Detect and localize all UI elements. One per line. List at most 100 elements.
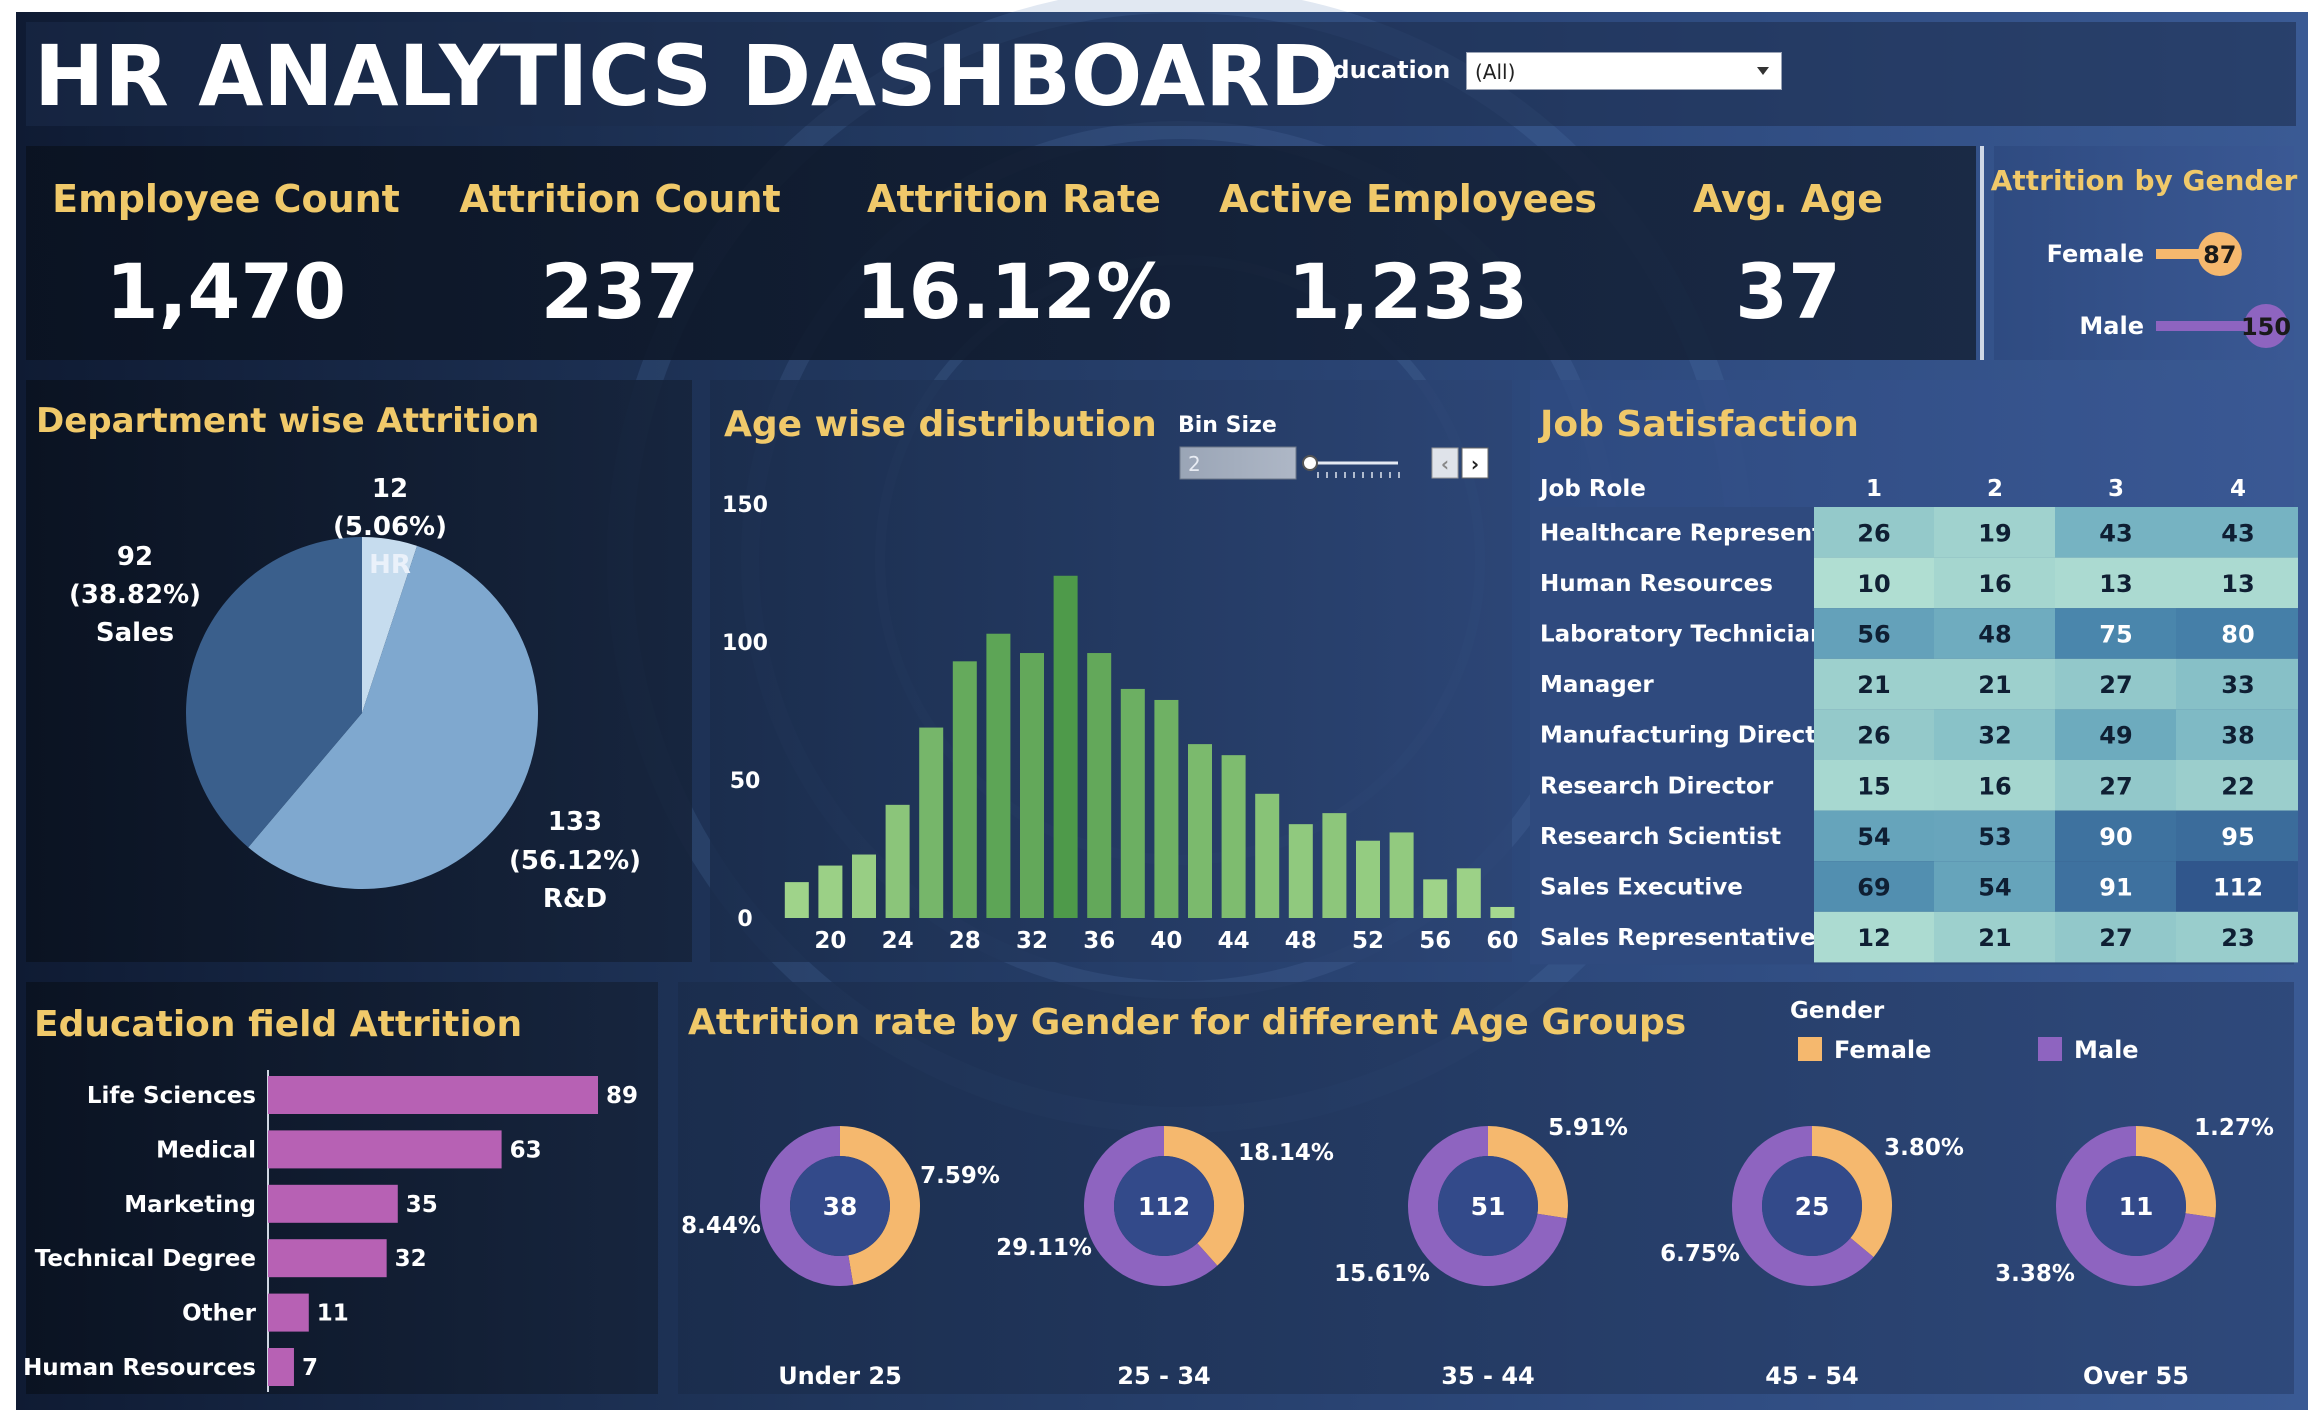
table-cell-value: 53	[1978, 823, 2011, 851]
table-cell-value: 48	[1978, 621, 2011, 649]
table-cell-value: 95	[2221, 823, 2254, 851]
table-cell	[2176, 709, 2298, 760]
y-tick-label: 0	[737, 907, 752, 932]
bin-next-button[interactable]	[1461, 447, 1489, 479]
pie-slice-rd	[248, 545, 538, 889]
edu-value-label: 35	[406, 1192, 438, 1218]
table-cell-value: 21	[1857, 671, 1890, 699]
gender-title: Attrition by Gender	[1991, 164, 2298, 197]
kpi-label: Attrition Rate	[867, 177, 1161, 221]
kpi-value: 37	[1735, 247, 1841, 336]
edu-category-label: Life Sciences	[87, 1083, 256, 1109]
kpi-label: Active Employees	[1219, 177, 1597, 221]
edu-value-label: 89	[606, 1083, 638, 1109]
donut-group-label: 45 - 54	[1765, 1362, 1858, 1390]
donut-female-arc	[1487, 1126, 1568, 1219]
age-bar	[1221, 755, 1246, 918]
age-bar	[919, 727, 944, 918]
education-title: Education field Attrition	[34, 1004, 522, 1045]
edu-category-label: Marketing	[124, 1192, 256, 1218]
table-cell	[2055, 507, 2176, 558]
table-cell-value: 26	[1857, 519, 1890, 547]
x-tick-label: 32	[1016, 928, 1048, 954]
table-cell-value: 91	[2099, 874, 2132, 902]
table-row-label: Research Scientist	[1540, 824, 1781, 850]
table-row-label: Sales Representative	[1540, 925, 1816, 951]
table-cell	[1814, 810, 1934, 862]
job-title: Job Satisfaction	[1537, 404, 1859, 445]
table-cell	[1814, 861, 1934, 912]
gender-label: Female	[2047, 240, 2144, 268]
kpi-label: Avg. Age	[1693, 177, 1883, 221]
bin-prev-button[interactable]	[1431, 447, 1459, 479]
table-cell-value: 19	[1978, 519, 2011, 547]
edu-value-label: 32	[395, 1246, 427, 1272]
x-tick-label: 28	[949, 928, 981, 954]
donut-male-arc	[1732, 1126, 1874, 1286]
x-tick-label: 56	[1419, 928, 1451, 954]
table-row-label: Human Resources	[1540, 571, 1773, 597]
legend-title: Gender	[1790, 998, 1885, 1024]
table-cell	[1934, 911, 2055, 963]
table-cell-value: 54	[1857, 823, 1890, 851]
kpi-value: 1,470	[106, 247, 346, 336]
age-bar	[784, 882, 809, 918]
table-header-cell: 3	[2108, 476, 2124, 502]
y-tick-label: 150	[722, 493, 768, 518]
table-cell	[2176, 861, 2298, 912]
legend-male-label: Male	[2074, 1036, 2139, 1064]
age-bar	[1020, 653, 1044, 918]
bin-size-label: Bin Size	[1178, 413, 1277, 438]
age-bar	[1188, 744, 1212, 918]
table-cell-value: 80	[2221, 621, 2254, 649]
table-header-cell: 2	[1987, 476, 2003, 502]
table-cell	[2176, 760, 2298, 811]
donut-female-arc	[2135, 1126, 2216, 1218]
pie-slice-hr	[362, 537, 418, 713]
donut-total: 112	[1138, 1192, 1190, 1221]
x-tick-label: 24	[882, 928, 914, 954]
table-cell	[1814, 557, 1934, 609]
donut-female-label: 3.80%	[1884, 1135, 1964, 1161]
donut-center	[790, 1156, 890, 1256]
table-cell-value: 49	[2099, 722, 2132, 750]
donut-group-label: 25 - 34	[1117, 1362, 1210, 1390]
table-cell	[1814, 507, 1934, 558]
table-cell	[1934, 810, 2055, 862]
x-tick-label: 60	[1486, 928, 1518, 954]
age-bar	[1288, 824, 1313, 918]
pie-label-value: 92	[117, 542, 153, 572]
age-bar	[1322, 813, 1347, 918]
age-bar	[1154, 699, 1179, 918]
age-bar	[1456, 868, 1481, 918]
donut-male-arc	[1084, 1126, 1218, 1286]
education-filter[interactable]: (All)	[1466, 52, 1782, 90]
table-cell-value: 27	[2099, 671, 2132, 699]
table-cell	[1934, 557, 2055, 609]
table-cell	[1814, 709, 1934, 760]
donut-male-label: 8.44%	[681, 1213, 761, 1239]
table-header-cell: Job Role	[1538, 476, 1646, 502]
kpi-value: 16.12%	[856, 247, 1173, 336]
x-tick-label: 52	[1352, 928, 1384, 954]
education-filter-label: Education	[1316, 56, 1451, 84]
gender-value: 150	[2241, 313, 2291, 341]
table-cell-value: 15	[1857, 772, 1890, 800]
table-cell-value: 23	[2221, 924, 2254, 952]
table-cell-value: 26	[1857, 722, 1890, 750]
age-bar	[818, 865, 843, 918]
table-cell	[2055, 861, 2176, 912]
table-cell	[2176, 658, 2298, 710]
table-cell	[1934, 760, 2055, 811]
kpi-label: Employee Count	[52, 177, 400, 221]
x-tick-label: 36	[1083, 928, 1115, 954]
edu-value-label: 7	[302, 1355, 318, 1381]
page-title: HR ANALYTICS DASHBOARD	[34, 27, 1339, 125]
pie-slice-sales	[186, 537, 362, 848]
table-row-label: Manufacturing Director	[1540, 723, 1844, 749]
bin-size-handle[interactable]	[1302, 455, 1318, 471]
table-cell-value: 12	[1857, 924, 1890, 952]
table-cell-value: 33	[2221, 671, 2254, 699]
bin-size-input[interactable]	[1179, 446, 1297, 480]
